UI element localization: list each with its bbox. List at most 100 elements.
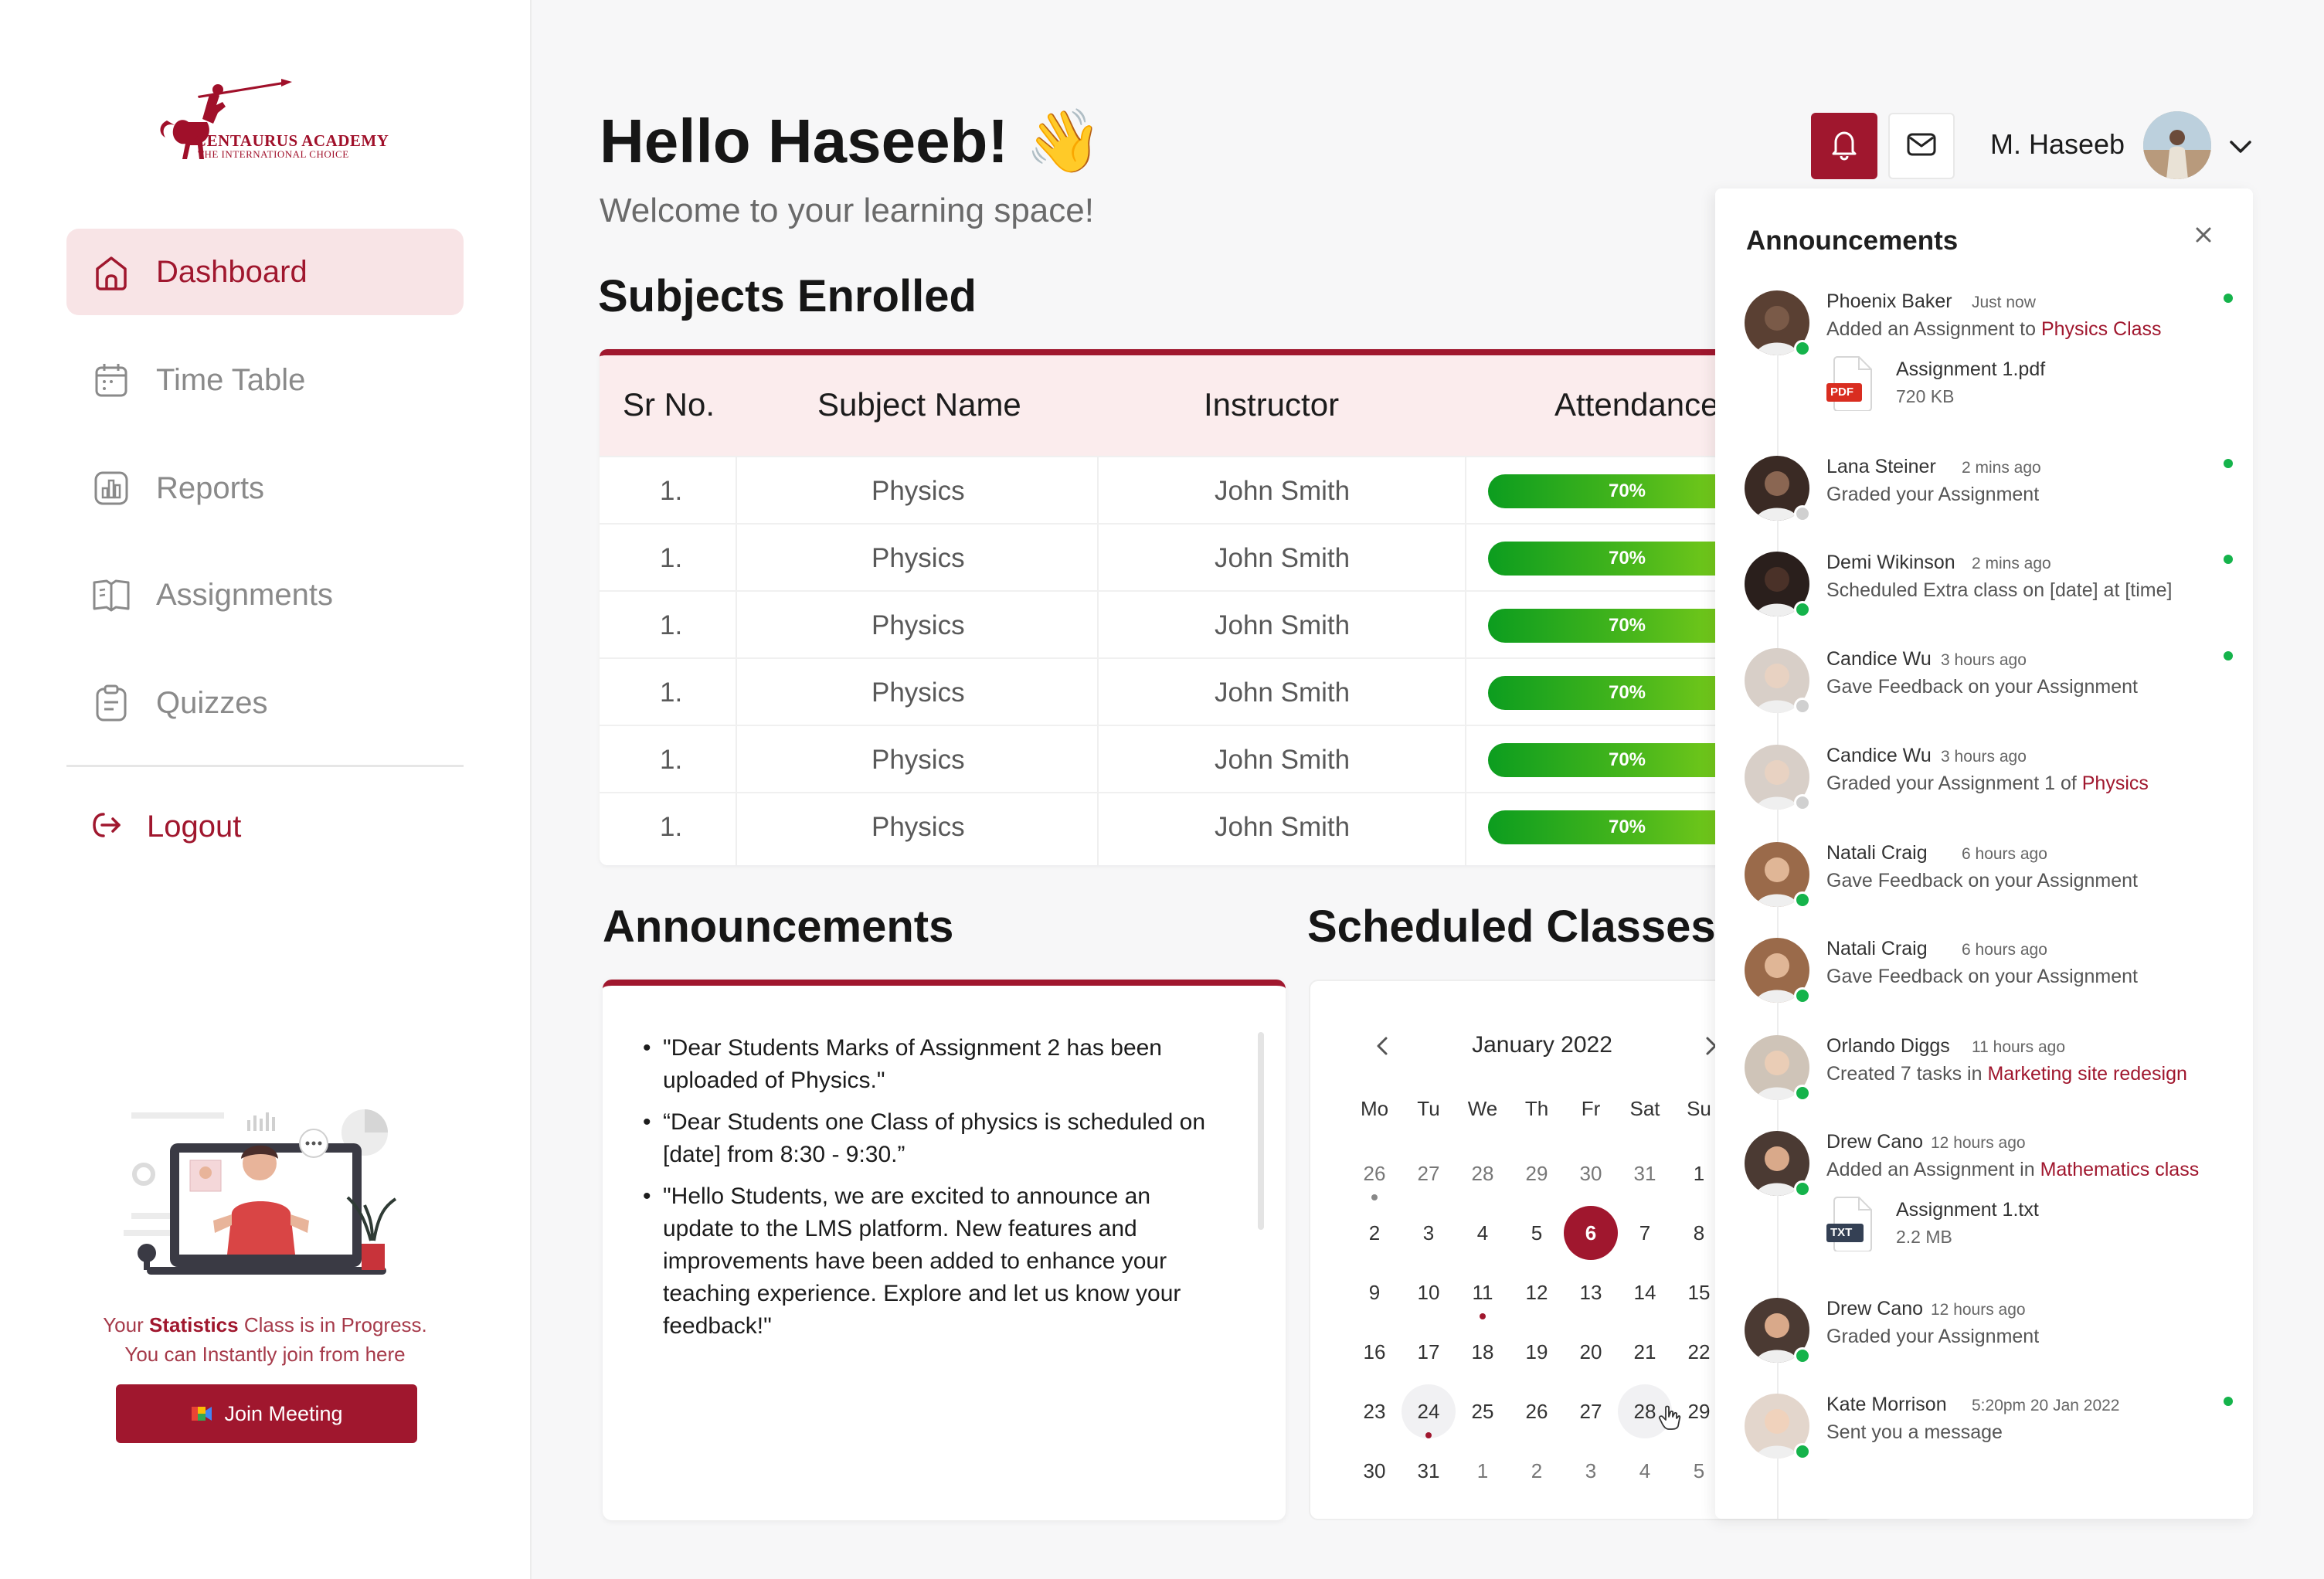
notifications-title: Announcements bbox=[1746, 226, 1959, 256]
notification-item[interactable]: Candice Wu 3 hours ago Gave Feedback on yo… bbox=[1745, 648, 2233, 718]
calendar-day[interactable]: 19 bbox=[1525, 1340, 1548, 1363]
calendar-day[interactable]: 26 bbox=[1363, 1162, 1386, 1185]
status-badge bbox=[1794, 601, 1811, 618]
sidebar-item-quizzes[interactable]: Quizzes bbox=[66, 660, 464, 746]
notification-item[interactable]: Drew Cano 12 hours ago Graded your Assignm… bbox=[1745, 1298, 2231, 1367]
calendar-day[interactable]: 16 bbox=[1363, 1340, 1386, 1363]
calendar-icon bbox=[90, 358, 133, 402]
column-header-subject: Subject Name bbox=[817, 386, 1021, 423]
calendar-day[interactable]: 7 bbox=[1639, 1221, 1651, 1245]
calendar-day[interactable]: 15 bbox=[1687, 1281, 1711, 1304]
notification-text: Gave Feedback on your Assignment bbox=[1826, 676, 2138, 698]
chevron-down-icon[interactable] bbox=[2225, 131, 2256, 162]
table-row[interactable]: 1. Physics John Smith 70% bbox=[600, 590, 1774, 657]
notification-item[interactable]: Drew Cano 12 hours ago Added an Assignment… bbox=[1745, 1131, 2231, 1270]
notification-link[interactable]: Physics bbox=[2081, 773, 2149, 794]
sidebar-item-dashboard[interactable]: Dashboard bbox=[66, 229, 464, 315]
notification-item[interactable]: Lana Steiner 2 mins ago Graded your Assign… bbox=[1745, 456, 2233, 525]
table-row[interactable]: 1. Physics John Smith 70% bbox=[600, 523, 1774, 590]
notification-message: Graded your Assignment bbox=[1826, 484, 2040, 505]
calendar-day[interactable]: 30 bbox=[1579, 1162, 1602, 1185]
calendar-day[interactable]: 30 bbox=[1363, 1459, 1386, 1482]
close-icon[interactable] bbox=[2188, 219, 2219, 250]
calendar-day[interactable]: 28 bbox=[1618, 1384, 1672, 1438]
table-row[interactable]: 1. Physics John Smith 70% bbox=[600, 657, 1774, 725]
calendar-day[interactable]: 3 bbox=[1422, 1221, 1435, 1245]
cell-instructor: John Smith bbox=[1215, 812, 1351, 842]
logout-button[interactable]: Logout bbox=[90, 808, 241, 846]
google-meet-icon bbox=[190, 1402, 213, 1425]
calendar-day[interactable]: 28 bbox=[1471, 1162, 1494, 1185]
notification-link[interactable]: Marketing site redesign bbox=[1987, 1063, 2187, 1085]
calendar-day[interactable]: 4 bbox=[1639, 1459, 1651, 1482]
calendar-day[interactable]: 31 bbox=[1633, 1162, 1656, 1185]
sidebar-item-reports[interactable]: Reports bbox=[66, 445, 464, 531]
calendar-day[interactable]: 29 bbox=[1687, 1400, 1711, 1423]
notification-time: 2 mins ago bbox=[1972, 555, 2051, 572]
user-avatar[interactable] bbox=[2143, 111, 2211, 179]
calendar-day[interactable]: 5 bbox=[1693, 1459, 1705, 1482]
announcements-scrollbar[interactable] bbox=[1258, 1032, 1264, 1230]
join-meeting-button[interactable]: Join Meeting bbox=[116, 1384, 417, 1443]
calendar-day[interactable]: 12 bbox=[1525, 1281, 1548, 1304]
clipboard-icon bbox=[90, 681, 133, 725]
calendar-day[interactable]: 14 bbox=[1633, 1281, 1656, 1304]
attachment[interactable]: TXT Assignment 1.txt 2.2 MB bbox=[1826, 1196, 2135, 1258]
calendar-day[interactable]: 20 bbox=[1579, 1340, 1602, 1363]
column-divider bbox=[1465, 456, 1466, 865]
notifications-button[interactable] bbox=[1811, 113, 1877, 179]
class-status-line2: You can Instantly join from here bbox=[124, 1343, 406, 1366]
table-row[interactable]: 1. Physics John Smith 70% bbox=[600, 456, 1774, 523]
notification-text: Gave Feedback on your Assignment bbox=[1826, 870, 2138, 892]
notification-item[interactable]: Orlando Diggs 11 hours ago Created 7 tasks… bbox=[1745, 1035, 2231, 1105]
chevron-left-icon[interactable] bbox=[1369, 1032, 1397, 1060]
calendar-day[interactable]: 22 bbox=[1687, 1340, 1711, 1363]
notification-item[interactable]: Demi Wikinson 2 mins ago Scheduled Extra c… bbox=[1745, 552, 2233, 621]
calendar-day[interactable]: 26 bbox=[1525, 1400, 1548, 1423]
sidebar-item-assignments[interactable]: Assignments bbox=[66, 552, 464, 638]
sidebar-item-time-table[interactable]: Time Table bbox=[66, 337, 464, 423]
calendar-day[interactable]: 23 bbox=[1363, 1400, 1386, 1423]
sidebar-item-label: Reports bbox=[156, 470, 265, 505]
notification-item[interactable]: Kate Morrison 5:20pm 20 Jan 2022 Sent you … bbox=[1745, 1394, 2233, 1463]
calendar-day[interactable]: 1 bbox=[1693, 1162, 1705, 1185]
cell-subject: Physics bbox=[872, 745, 965, 775]
notification-item[interactable]: Phoenix Baker Just now Added an Assignment… bbox=[1745, 290, 2233, 430]
calendar-day[interactable]: 5 bbox=[1531, 1221, 1543, 1245]
notification-link[interactable]: Physics Class bbox=[2040, 318, 2162, 340]
messages-button[interactable] bbox=[1888, 113, 1955, 179]
calendar-day[interactable]: 24 bbox=[1402, 1384, 1456, 1438]
notification-item[interactable]: Candice Wu 3 hours ago Graded your Assignm… bbox=[1745, 745, 2231, 814]
academy-logo[interactable]: CENTAURUS ACADEMY THE INTERNATIONAL CHOI… bbox=[151, 74, 389, 175]
file-name: Assignment 1.txt bbox=[1896, 1199, 2039, 1221]
calendar-day[interactable]: 2 bbox=[1368, 1221, 1381, 1245]
calendar-day[interactable]: 27 bbox=[1417, 1162, 1440, 1185]
table-row[interactable]: 1. Physics John Smith 70% bbox=[600, 792, 1774, 859]
calendar-day[interactable]: 25 bbox=[1471, 1400, 1494, 1423]
table-row[interactable]: 1. Physics John Smith 70% bbox=[600, 725, 1774, 792]
user-name[interactable]: M. Haseeb bbox=[1990, 128, 2125, 160]
calendar-day[interactable]: 17 bbox=[1417, 1340, 1440, 1363]
calendar-day[interactable]: 2 bbox=[1531, 1459, 1543, 1482]
calendar-day[interactable]: 10 bbox=[1417, 1281, 1440, 1304]
calendar-day[interactable]: 31 bbox=[1417, 1459, 1440, 1482]
calendar-day[interactable]: 1 bbox=[1476, 1459, 1489, 1482]
notification-link[interactable]: Mathematics class bbox=[2040, 1159, 2200, 1180]
calendar-day[interactable]: 11 bbox=[1472, 1281, 1493, 1304]
calendar-day[interactable]: 27 bbox=[1579, 1400, 1602, 1423]
calendar-day[interactable]: 21 bbox=[1633, 1340, 1656, 1363]
avatar bbox=[1745, 1298, 1809, 1363]
attachment[interactable]: PDF Assignment 1.pdf 720 KB bbox=[1826, 355, 2135, 417]
calendar-day[interactable]: 9 bbox=[1368, 1281, 1381, 1304]
hand-cursor-icon bbox=[1658, 1404, 1681, 1435]
calendar-day[interactable]: 18 bbox=[1471, 1340, 1494, 1363]
notification-item[interactable]: Natali Craig 6 hours ago Gave Feedback on … bbox=[1745, 938, 2231, 1007]
calendar-day[interactable]: 6 bbox=[1564, 1206, 1618, 1260]
calendar-day[interactable]: 29 bbox=[1525, 1162, 1548, 1185]
notification-item[interactable]: Natali Craig 6 hours ago Gave Feedback on … bbox=[1745, 842, 2231, 912]
calendar-day[interactable]: 8 bbox=[1693, 1221, 1705, 1245]
calendar-day[interactable]: 13 bbox=[1579, 1281, 1602, 1304]
notification-sender: Kate Morrison bbox=[1826, 1394, 1947, 1415]
calendar-day[interactable]: 3 bbox=[1585, 1459, 1597, 1482]
calendar-day[interactable]: 4 bbox=[1476, 1221, 1489, 1245]
